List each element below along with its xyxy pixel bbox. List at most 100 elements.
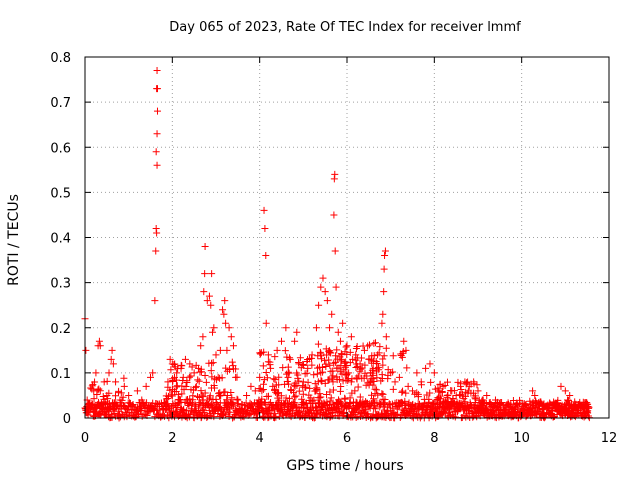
data-point bbox=[370, 352, 378, 360]
data-point bbox=[332, 283, 340, 291]
data-point bbox=[270, 375, 278, 383]
data-point bbox=[259, 362, 267, 370]
data-point bbox=[112, 378, 120, 386]
data-point bbox=[109, 360, 117, 368]
data-point bbox=[290, 393, 298, 401]
data-point bbox=[95, 337, 103, 345]
data-point bbox=[585, 404, 593, 412]
data-point bbox=[271, 376, 279, 384]
data-point bbox=[285, 395, 293, 403]
data-point bbox=[303, 369, 311, 377]
data-point bbox=[99, 393, 107, 401]
data-point bbox=[282, 324, 290, 332]
data-point bbox=[401, 397, 409, 405]
data-point bbox=[380, 352, 388, 360]
data-point bbox=[448, 387, 456, 395]
data-point bbox=[88, 385, 96, 393]
data-point bbox=[339, 377, 347, 385]
data-point bbox=[264, 392, 272, 400]
data-point bbox=[536, 398, 544, 406]
data-point bbox=[341, 394, 349, 402]
y-tick-label: 0.7 bbox=[50, 96, 71, 111]
data-point bbox=[95, 385, 103, 393]
data-point bbox=[179, 373, 187, 381]
data-point bbox=[526, 405, 534, 413]
data-point bbox=[229, 342, 237, 350]
data-point bbox=[221, 297, 229, 305]
data-point bbox=[528, 408, 536, 416]
data-point bbox=[370, 377, 378, 385]
data-point bbox=[205, 292, 213, 300]
data-point bbox=[400, 337, 408, 345]
data-point bbox=[194, 376, 202, 384]
data-point bbox=[489, 406, 497, 414]
data-point bbox=[441, 405, 449, 413]
data-point bbox=[195, 377, 203, 385]
data-point bbox=[326, 347, 334, 355]
data-point bbox=[275, 373, 283, 381]
data-point bbox=[285, 380, 293, 388]
data-point bbox=[153, 107, 161, 115]
data-point bbox=[304, 364, 312, 372]
data-point bbox=[258, 387, 266, 395]
data-point bbox=[209, 328, 217, 336]
data-point bbox=[445, 402, 453, 410]
y-axis-label: ROTI / TECUs bbox=[6, 194, 22, 286]
data-point bbox=[382, 344, 390, 352]
data-point bbox=[341, 348, 349, 356]
data-point bbox=[240, 413, 248, 421]
data-point bbox=[178, 382, 186, 390]
data-point bbox=[505, 400, 513, 408]
data-point bbox=[201, 270, 209, 278]
data-point bbox=[221, 388, 229, 396]
data-point bbox=[426, 360, 434, 368]
data-point bbox=[554, 396, 562, 404]
data-point bbox=[347, 333, 355, 341]
data-point bbox=[516, 396, 524, 404]
data-point bbox=[374, 391, 382, 399]
data-point bbox=[557, 382, 565, 390]
data-point bbox=[351, 387, 359, 395]
data-point bbox=[189, 392, 197, 400]
data-point bbox=[201, 371, 209, 379]
data-point bbox=[283, 399, 291, 407]
data-point bbox=[397, 351, 405, 359]
data-point bbox=[201, 243, 209, 251]
data-point bbox=[398, 388, 406, 396]
data-point bbox=[133, 387, 141, 395]
data-point bbox=[369, 395, 377, 403]
data-point bbox=[381, 396, 389, 404]
data-point bbox=[120, 382, 128, 390]
data-point bbox=[564, 397, 572, 405]
data-point bbox=[431, 405, 439, 413]
data-point bbox=[509, 405, 517, 413]
data-point bbox=[308, 361, 316, 369]
data-point bbox=[356, 393, 364, 401]
data-point bbox=[373, 399, 381, 407]
data-point bbox=[322, 345, 330, 353]
data-point bbox=[409, 387, 416, 395]
data-point bbox=[579, 405, 587, 413]
data-point bbox=[573, 410, 581, 418]
data-point bbox=[292, 392, 300, 400]
data-point bbox=[207, 367, 215, 375]
data-point bbox=[413, 369, 421, 377]
data-point bbox=[109, 405, 117, 413]
y-tick-label: 0.4 bbox=[50, 232, 71, 247]
data-point bbox=[526, 397, 534, 405]
data-point bbox=[197, 387, 205, 395]
data-point bbox=[183, 378, 191, 386]
data-point bbox=[177, 364, 185, 372]
data-point bbox=[180, 405, 188, 413]
data-point bbox=[274, 389, 282, 397]
data-point bbox=[223, 392, 231, 400]
data-point bbox=[108, 346, 116, 354]
data-point bbox=[319, 368, 327, 376]
data-point bbox=[358, 374, 366, 382]
data-point bbox=[329, 367, 337, 375]
data-point bbox=[522, 400, 530, 408]
data-point bbox=[228, 394, 236, 402]
data-points bbox=[81, 67, 593, 422]
data-point bbox=[311, 387, 319, 395]
data-point bbox=[293, 328, 301, 336]
